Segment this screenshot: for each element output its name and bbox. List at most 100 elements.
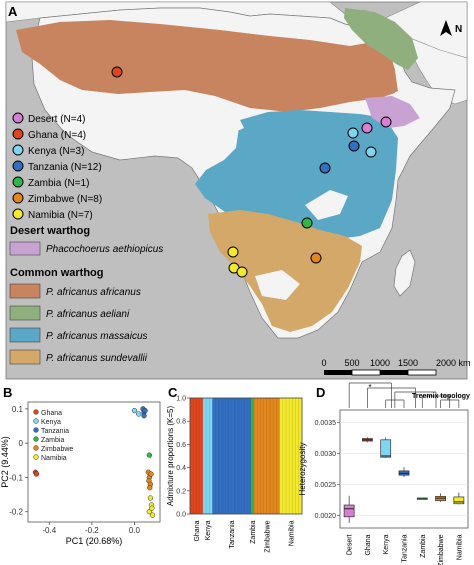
scale-segment	[407, 369, 437, 376]
range-gap-1	[305, 190, 348, 220]
sample-point-zambia	[301, 217, 313, 229]
admixture-bar-ghana	[196, 398, 200, 514]
admixture-bar-namibia	[286, 398, 290, 514]
admixture-bar-zimbabwe	[276, 398, 280, 514]
panel-c-label: C	[168, 385, 178, 400]
pca-point-tanzania	[142, 407, 148, 414]
het-category-label: Tanzania	[402, 534, 409, 562]
sample-point-desert	[361, 122, 373, 134]
legend-population-marker	[12, 112, 24, 124]
admixture-bar-kenya	[206, 398, 210, 514]
sample-point-ghana	[111, 66, 123, 78]
admixture-bar-tanzania	[222, 398, 226, 514]
range-africanus-africanus	[16, 20, 398, 112]
pca-legend-marker	[33, 427, 39, 433]
range-africanus-aeliani	[344, 8, 418, 70]
legend-population-label: Kenya (N=3)	[28, 146, 84, 157]
admixture-bar-ghana	[190, 398, 194, 514]
het-category-label: Ghana	[365, 534, 372, 555]
admixture-y-tick-label: 0.2	[176, 488, 186, 495]
scale-bar: 0 500 1000 1500 2000 km	[321, 358, 471, 376]
het-category-label: Kenya	[383, 534, 390, 554]
legend-common-swatch	[9, 305, 41, 321]
admixture-bar-zimbabwe	[257, 398, 261, 514]
admixture-bar-tanzania	[212, 398, 216, 514]
pca-legend-label: Kenya	[41, 419, 61, 426]
pca-legend-label: Namibia	[41, 455, 67, 462]
pca-point-zambia	[146, 452, 153, 458]
map-panel: A N Desert (N=4) Ghana (N=4) Kenya (N=3) Ta…	[5, 1, 471, 380]
het-category-label: Zambia	[420, 534, 427, 557]
admixture-bar-namibia	[289, 398, 293, 514]
north-label: N	[455, 24, 462, 35]
pca-legend-marker	[33, 418, 39, 424]
admixture-bar-namibia	[298, 398, 303, 514]
het-y-tick-label: 0.0020	[315, 513, 337, 520]
legend-desert-heading: Desert warthog	[10, 225, 90, 237]
legend-desert-swatch	[9, 241, 41, 256]
admixture-y-tick-label: 1.0	[176, 396, 186, 403]
sample-point-tanzania	[348, 140, 360, 152]
legend-desert-taxon: Phacochoerus aethiopicus	[46, 244, 163, 255]
admixture-bar-zimbabwe	[263, 398, 267, 514]
sample-point-namibia	[227, 246, 239, 258]
admixture-group-label: Zambia	[250, 520, 257, 543]
admixture-bar-ghana	[193, 398, 197, 514]
pca-x-tick-label: -0.4	[42, 526, 56, 535]
admixture-group-label: Ghana	[194, 520, 201, 541]
legend-population-marker	[12, 208, 24, 220]
sample-point-tanzania	[319, 162, 331, 174]
pca-point-zimbabwe	[147, 485, 153, 491]
pca-y-tick-label: -0.1	[9, 473, 23, 482]
significance-marker: *	[368, 383, 371, 392]
het-category-label: Namibia	[456, 534, 463, 560]
range-gap-2	[255, 270, 300, 300]
north-arrow-icon	[440, 20, 452, 36]
admixture-bar-zimbabwe	[254, 398, 258, 514]
admixture-bar-zimbabwe	[273, 398, 277, 514]
pca-point-tanzania	[141, 413, 147, 419]
sample-point-zimbabwe	[310, 252, 322, 264]
admixture-bar-namibia	[292, 398, 296, 514]
legend-common-taxon: P. africanus sundevallii	[46, 353, 148, 364]
pca-legend-marker	[33, 436, 39, 442]
het-box-kenya	[380, 439, 392, 458]
admixture-bar-namibia	[295, 398, 299, 514]
admixture-group-label: Tanzania	[229, 520, 236, 548]
scale-segment	[351, 369, 381, 376]
admixture-bar-tanzania	[244, 398, 248, 514]
admixture-bar-zimbabwe	[270, 398, 274, 514]
pca-legend-label: Zimbabwe	[41, 446, 73, 453]
admixture-bar-namibia	[282, 398, 287, 514]
admixture-bar-tanzania	[228, 398, 232, 514]
admixture-bar-zimbabwe	[266, 398, 271, 514]
scale-label: 2000 km	[436, 358, 471, 368]
pca-y-tick-label: 0.1	[12, 405, 24, 414]
pca-point-namibia	[147, 495, 154, 501]
legend-common-taxon: P. africanus africanus	[46, 287, 141, 298]
scale-label: 0	[321, 358, 326, 368]
scale-label: 500	[344, 358, 359, 368]
legend-common-swatch	[9, 349, 41, 365]
sample-point-kenya	[347, 127, 359, 139]
het-box-desert	[343, 504, 355, 518]
treemix-title: Treemix topology	[412, 393, 470, 400]
scale-label: 1000	[370, 358, 390, 368]
admixture-y-axis-label: Admixture proportions (K=5)	[166, 406, 175, 507]
pca-x-axis-label: PC1 (20.68%)	[66, 536, 123, 546]
pca-point-zimbabwe	[148, 471, 154, 477]
pca-legend-marker	[33, 454, 39, 460]
north-arrow: N	[440, 20, 462, 36]
admixture-bar-ghana	[199, 398, 203, 514]
admixture-group-label: Namibia	[288, 520, 295, 546]
sample-points	[111, 66, 392, 278]
legend-population-label: Tanzania (N=12)	[28, 162, 102, 173]
admixture-group-label: Zimbabwe	[264, 520, 271, 552]
admixture-bar-kenya	[209, 398, 213, 514]
admixture-bar-zimbabwe	[260, 398, 264, 514]
map-legend: Desert (N=4) Ghana (N=4) Kenya (N=3) Tanzan…	[9, 112, 163, 365]
het-category-label: Zimbabwe	[438, 534, 445, 565]
pca-point-namibia	[149, 505, 155, 511]
